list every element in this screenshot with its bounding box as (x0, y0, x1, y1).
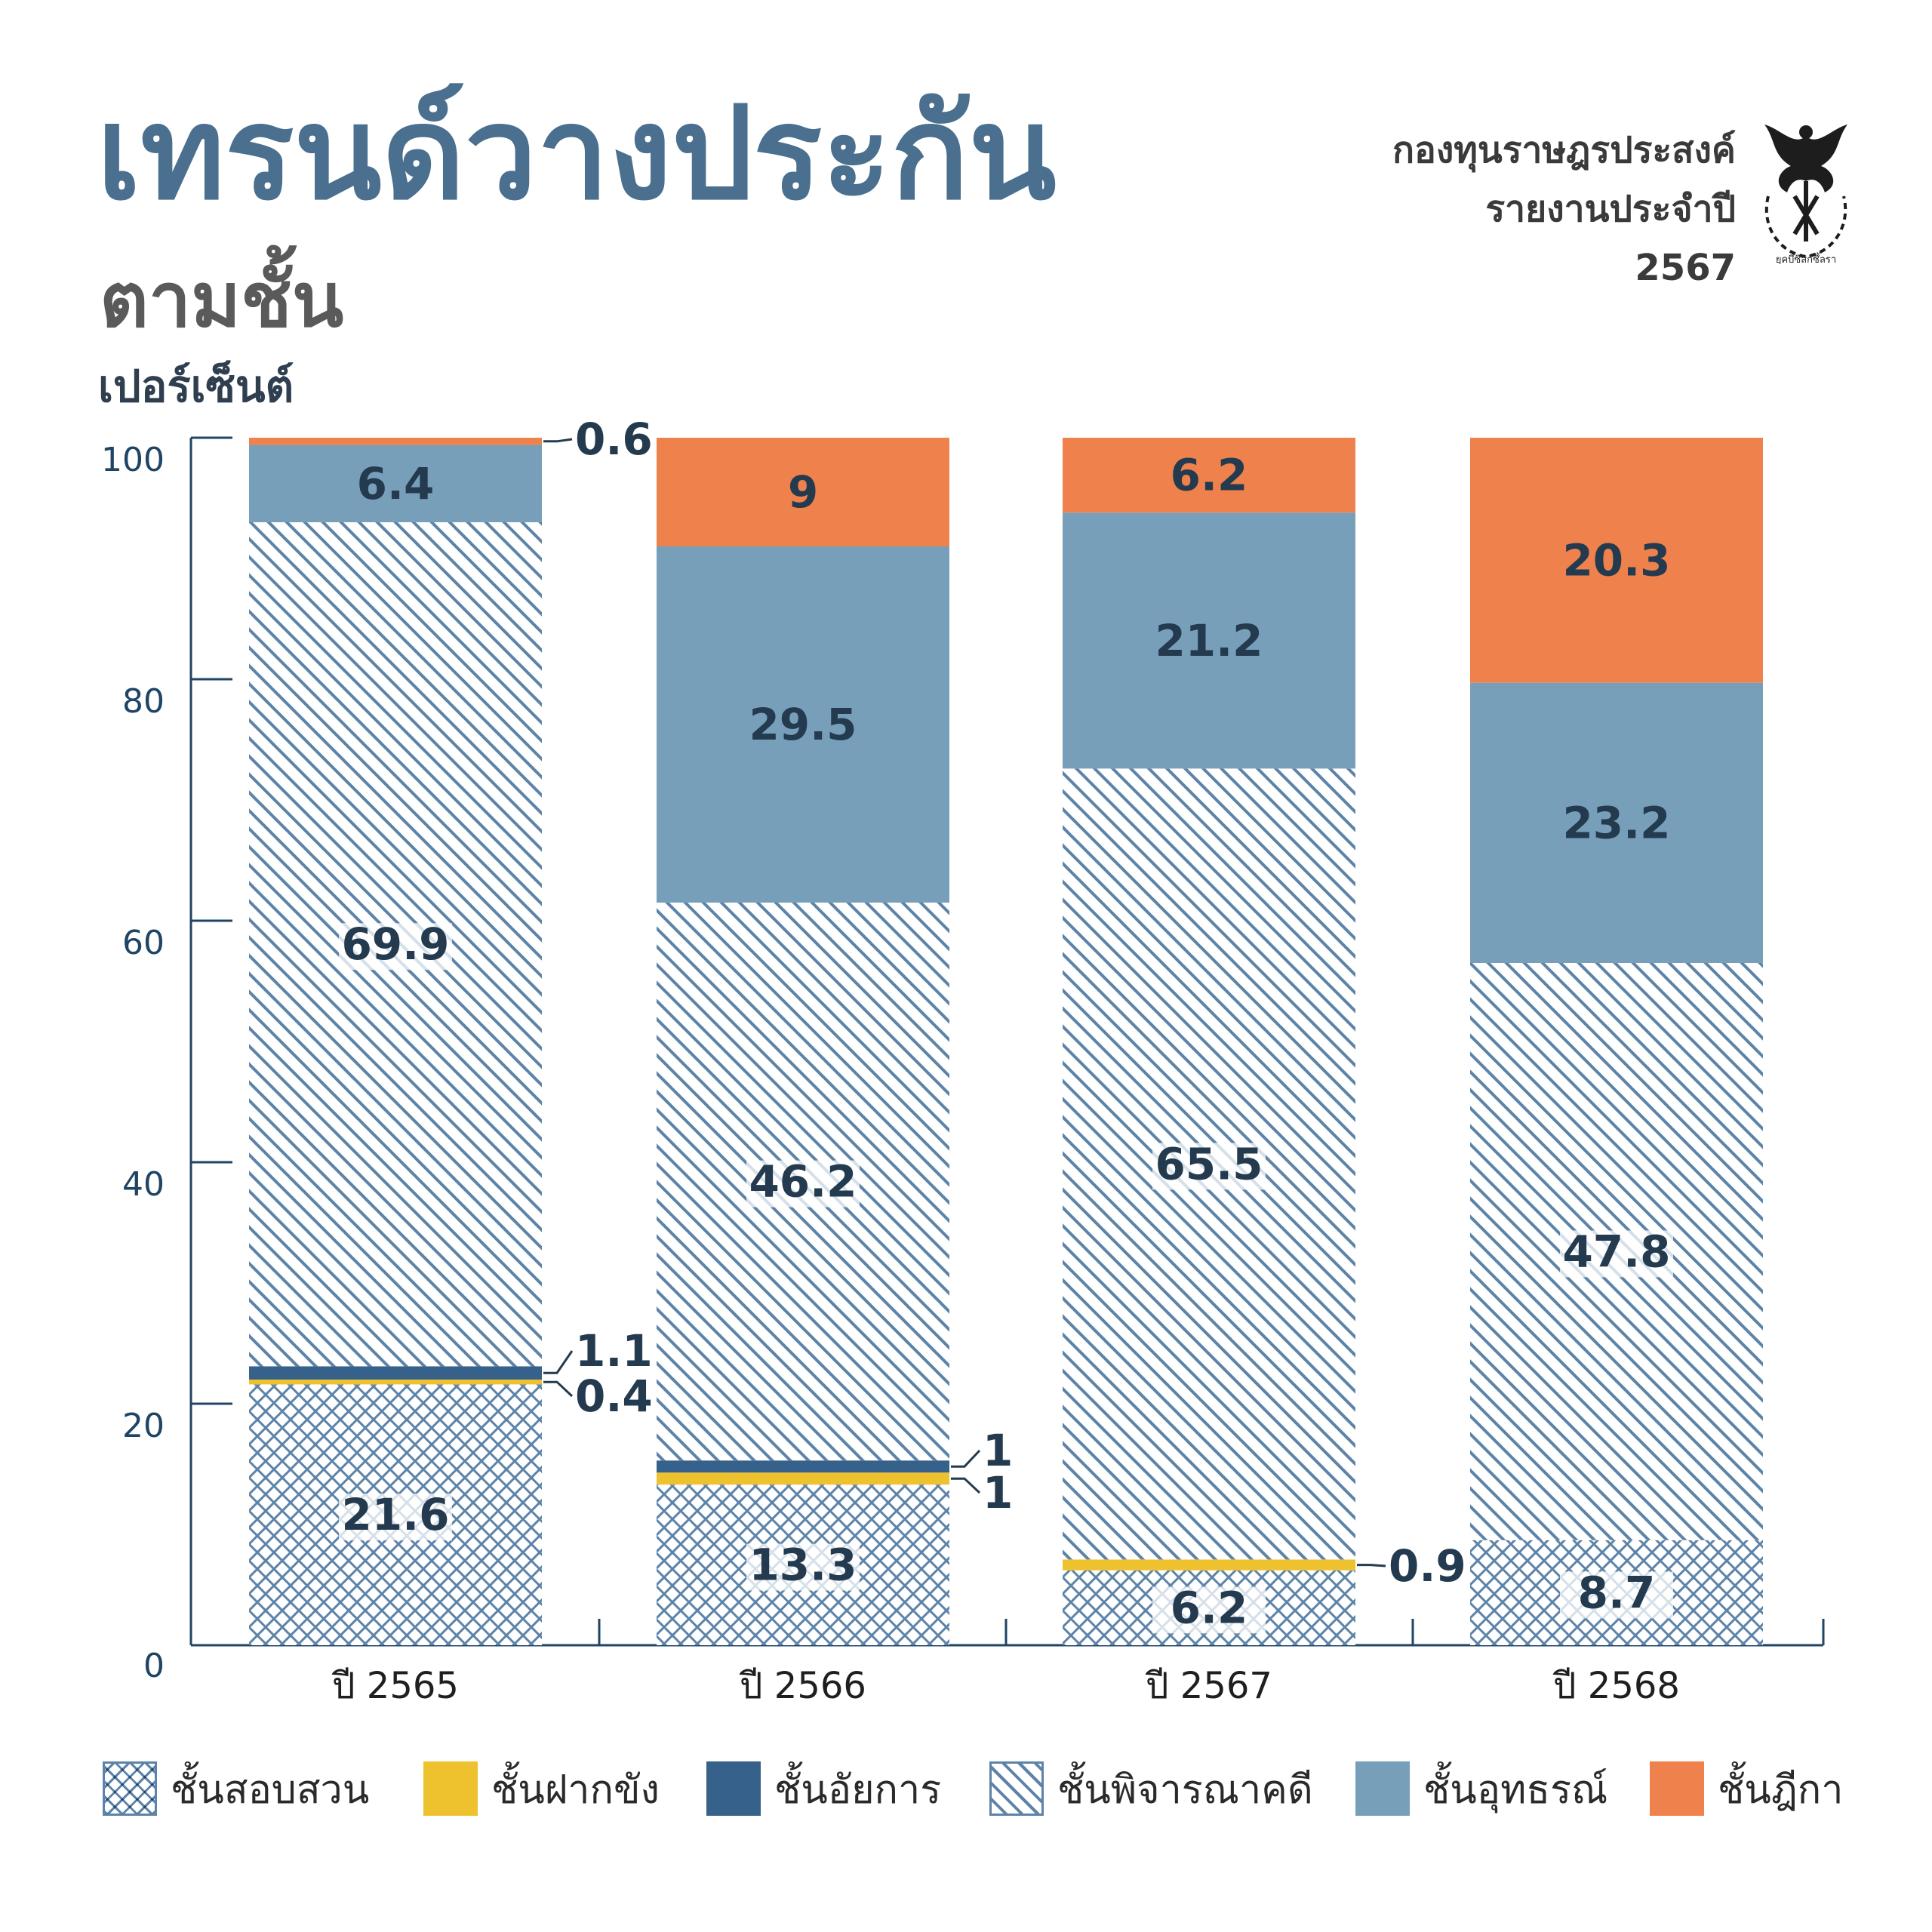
y-tick-label: 40 (122, 1165, 165, 1204)
legend-label: ชั้นอัยการ (774, 1767, 942, 1813)
data-label: 21.2 (1155, 615, 1263, 666)
bar-segment (1063, 438, 1355, 513)
legend-label: ชั้นพิจารณาคดี (1057, 1767, 1313, 1813)
data-label-backdrop (339, 923, 452, 971)
legend-label: ชั้นอุทธรณ์ (1423, 1767, 1608, 1813)
data-label: 46.2 (749, 1156, 857, 1208)
data-label: 13.3 (749, 1540, 857, 1591)
bar-segment (249, 1380, 542, 1385)
data-label: 0.4 (575, 1371, 653, 1422)
data-label-backdrop (746, 1160, 860, 1208)
data-label-leader (1357, 1564, 1386, 1567)
y-tick-label: 0 (143, 1647, 165, 1685)
legend-swatch (103, 1761, 157, 1816)
x-tick-label: ปี 2567 (1145, 1665, 1272, 1707)
organization-block: กองทุนราษฎรประสงค์ รายงานประจำปี 2567 (1392, 121, 1736, 297)
phoenix-logo-icon: ยุคบึ้ซึสกัซึ้ลรา (1764, 125, 1847, 264)
data-label: 47.8 (1562, 1226, 1670, 1277)
legend-item: ชั้นฎีกา (1650, 1758, 1843, 1819)
legend-swatch (706, 1761, 761, 1816)
data-label-backdrop (1152, 1143, 1266, 1190)
data-label-backdrop (1560, 1571, 1673, 1619)
data-label-backdrop (1152, 1586, 1266, 1634)
data-label: 9 (788, 466, 818, 518)
data-label: 21.6 (341, 1489, 449, 1540)
legend-label: ชั้นฝากขัง (491, 1767, 660, 1813)
data-label: 20.3 (1562, 534, 1670, 586)
report-name: รายงานประจำปี (1485, 188, 1736, 230)
data-label: 23.2 (1562, 797, 1670, 848)
data-label-leader (951, 1477, 981, 1494)
legend-swatch (989, 1761, 1044, 1816)
legend-item: ชั้นพิจารณาคดี (989, 1758, 1313, 1819)
x-tick-label: ปี 2568 (1552, 1665, 1680, 1707)
data-label-leader (543, 438, 573, 443)
data-label-backdrop (339, 1494, 452, 1541)
data-label: 29.5 (749, 699, 857, 750)
data-label: 6.4 (357, 458, 435, 509)
legend-item: ชั้นอัยการ (706, 1758, 941, 1819)
stacked-bar-chart: 0 20 40 60 80 100 ปี 2565 ปี 2566 ปี 2567 ปี 2568… (101, 414, 1825, 1707)
x-tick-label: ปี 2566 (739, 1665, 866, 1707)
report-year: 2567 (1635, 247, 1736, 289)
y-tick-label: 60 (122, 924, 165, 962)
data-label: 1 (983, 1467, 1013, 1518)
bar-segment (1063, 1559, 1355, 1571)
x-tick-label: ปี 2565 (331, 1665, 459, 1707)
legend-swatch (1355, 1761, 1410, 1816)
data-label-backdrop (746, 1543, 860, 1591)
data-label: 65.5 (1155, 1138, 1263, 1189)
data-label-leader (543, 1380, 574, 1398)
bar-segment (657, 546, 949, 903)
bars (249, 438, 1763, 1645)
y-tick-label: 20 (122, 1407, 165, 1445)
legend-item: ชั้นอุทธรณ์ (1355, 1758, 1607, 1819)
data-label: 6.2 (1171, 1582, 1248, 1633)
y-axis-unit-label: เปอร์เซ็นต์ (98, 361, 294, 412)
data-label: 0.6 (575, 414, 653, 465)
data-label: 6.2 (1171, 450, 1248, 501)
data-label: 1 (983, 1425, 1013, 1476)
legend: ชั้นสอบสวน ชั้นฝากขัง ชั้นอัยการ ชั้นพิจารณ… (103, 1758, 1861, 1819)
bar-segment (249, 438, 542, 445)
data-label: 69.9 (341, 918, 449, 970)
bar-segment (249, 1366, 542, 1380)
legend-item: ชั้นสอบสวน (103, 1758, 369, 1819)
bar-segment (1063, 512, 1355, 769)
data-labels: 21.6 0.41.1 69.9 6.4 0.6 13.3 11 46.2 29.5 9 6.2 0.… (339, 414, 1673, 1634)
data-label-leader (951, 1449, 981, 1468)
y-tick-label: 100 (101, 441, 165, 479)
legend-swatch (423, 1761, 478, 1816)
legend-label: ชั้นฎีกา (1718, 1767, 1844, 1813)
data-label: 1.1 (575, 1325, 653, 1377)
data-label-leader (543, 1350, 574, 1374)
legend-label: ชั้นสอบสวน (171, 1767, 370, 1813)
bar-segment (657, 438, 949, 546)
bar-segment (249, 445, 542, 522)
chart-title: เทรนด์วางประกัน (97, 78, 1057, 229)
bar-segment (1470, 438, 1763, 683)
organization-name: กองทุนราษฎรประสงค์ (1392, 129, 1736, 171)
bar-segment (1470, 682, 1763, 963)
legend-swatch (1650, 1761, 1704, 1816)
data-label: 8.7 (1578, 1567, 1656, 1618)
data-label: 0.9 (1389, 1540, 1466, 1592)
data-label-backdrop (1560, 1230, 1673, 1278)
bar-segment (657, 1472, 949, 1485)
chart-subtitle: ตามชั้น (100, 255, 344, 344)
legend-item: ชั้นฝากขัง (423, 1758, 660, 1819)
y-tick-label: 80 (122, 682, 165, 721)
bar-segment (657, 1460, 949, 1473)
logo-caption: ยุคบึ้ซึสกัซึ้ลรา (1776, 252, 1836, 264)
